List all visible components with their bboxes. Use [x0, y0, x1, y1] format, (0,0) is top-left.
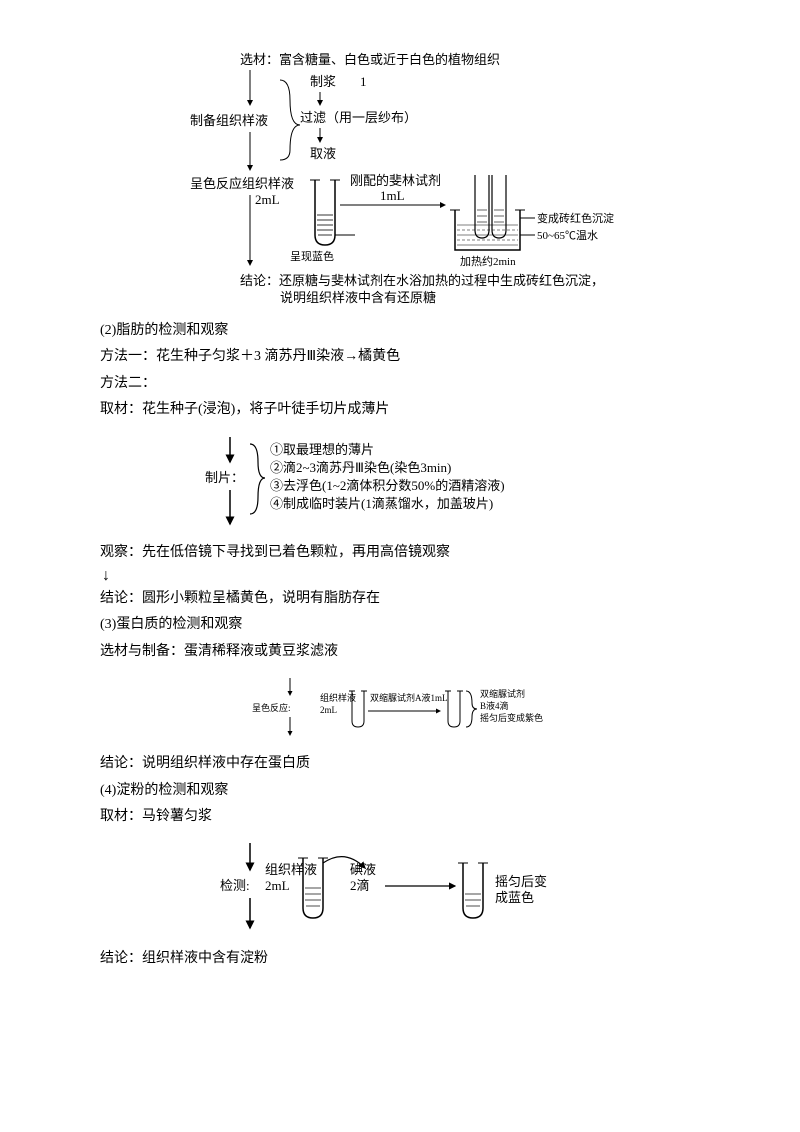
diagram-fat-prep: 制片： ①取最理想的薄片 ②滴2~3滴苏丹Ⅲ染色(染色3min) ③去浮色(1~… — [180, 432, 700, 532]
s2-conclusion: 结论：圆形小颗粒呈橘黄色，说明有脂肪存在 — [100, 588, 700, 610]
s3-sample-vol: 2mL — [320, 705, 337, 715]
d1-sample-vol: 2mL — [255, 192, 280, 207]
s4-sample-vol: 2mL — [265, 878, 290, 893]
s2-step4: ④制成临时装片(1滴蒸馏水，加盖玻片) — [270, 496, 493, 511]
s2-observe: 观察：先在低倍镜下寻找到已着色颗粒，再用高倍镜观察 — [100, 542, 700, 564]
d1-prepare: 制备组织样液 — [190, 113, 268, 128]
s4-material: 取材：马铃薯匀浆 — [100, 806, 700, 828]
s2-method1: 方法一：花生种子匀浆＋3 滴苏丹Ⅲ染液→橘黄色 — [100, 346, 700, 368]
d1-warm: 50~65℃温水 — [537, 229, 598, 242]
s2-method2: 方法二： — [100, 373, 700, 395]
s3-reagentA: 双缩脲试剂A液1mL — [370, 692, 448, 703]
diagram-starch: 检测: 组织样液 2mL 碘液 2滴 — [200, 838, 700, 938]
d1-conc2: 说明组织样液中含有还原糖 — [280, 290, 436, 305]
d1-fehling: 刚配的斐林试剂 — [350, 173, 441, 188]
s2-heading: (2)脂肪的检测和观察 — [100, 320, 700, 342]
d1-sample: 组织样液 — [242, 176, 294, 191]
s4-iodine-vol: 2滴 — [350, 878, 370, 893]
s3-material: 选材与制备：蛋清稀释液或黄豆浆滤液 — [100, 641, 700, 663]
s3-conclusion: 结论：说明组织样液中存在蛋白质 — [100, 753, 700, 775]
s4-conclusion: 结论：组织样液中含有淀粉 — [100, 948, 700, 970]
d1-color-rxn: 呈色反应 — [190, 176, 242, 191]
s2-prep-label: 制片： — [205, 470, 244, 485]
s2-step3: ③去浮色(1~2滴体积分数50%的酒精溶液) — [270, 478, 505, 493]
s4-detect: 检测: — [220, 878, 250, 893]
d1-one: 1 — [360, 74, 367, 89]
s3-reagentB2: B液4滴 — [480, 700, 509, 711]
s3-sample: 组织样液 — [320, 692, 356, 703]
s3-reagentB1: 双缩脲试剂 — [480, 688, 525, 699]
s4-result1: 摇匀后变 — [495, 874, 547, 889]
s3-heading: (3)蛋白质的检测和观察 — [100, 614, 700, 636]
arrow-down-icon: ↓ — [102, 568, 700, 584]
d1-filter: 过滤（用一层纱布） — [300, 110, 417, 125]
s4-sample: 组织样液 — [265, 862, 317, 877]
diagram-reducing-sugar: 选材：富含糖量、白色或近于白色的植物组织 制备组织样液 呈色反应 制浆 1 过滤… — [180, 50, 700, 310]
page: 选材：富含糖量、白色或近于白色的植物组织 制备组织样液 呈色反应 制浆 1 过滤… — [0, 0, 800, 1015]
d1-pulp: 制浆 — [310, 74, 336, 89]
d1-take: 取液 — [310, 146, 336, 161]
d1-conc1: 结论：还原糖与斐林试剂在水浴加热的过程中生成砖红色沉淀， — [240, 273, 604, 288]
d1-fehling-vol: 1mL — [380, 188, 405, 203]
d1-brick: 变成砖红色沉淀 — [537, 211, 614, 225]
s3-rxn: 呈色反应: — [252, 702, 291, 713]
d1-blue: 呈现蓝色 — [290, 249, 334, 263]
diagram-protein: 呈色反应: 组织样液 2mL 双缩脲试剂A液1mL 双缩脲试剂 B液4滴 摇匀后… — [250, 673, 700, 743]
diagram1-svg: 选材：富含糖量、白色或近于白色的植物组织 制备组织样液 呈色反应 制浆 1 过滤… — [180, 50, 680, 310]
s4-heading: (4)淀粉的检测和观察 — [100, 780, 700, 802]
s4-result2: 成蓝色 — [495, 890, 534, 905]
s2-material: 取材：花生种子(浸泡)，将子叶徒手切片成薄片 — [100, 399, 700, 421]
d1-heat: 加热约2min — [460, 255, 516, 268]
s4-iodine: 碘液 — [350, 862, 376, 877]
s3-result: 摇匀后变成紫色 — [480, 712, 543, 723]
s2-step2: ②滴2~3滴苏丹Ⅲ染色(染色3min) — [270, 460, 451, 475]
s2-step1: ①取最理想的薄片 — [270, 442, 374, 457]
d1-material: 选材：富含糖量、白色或近于白色的植物组织 — [240, 52, 500, 67]
